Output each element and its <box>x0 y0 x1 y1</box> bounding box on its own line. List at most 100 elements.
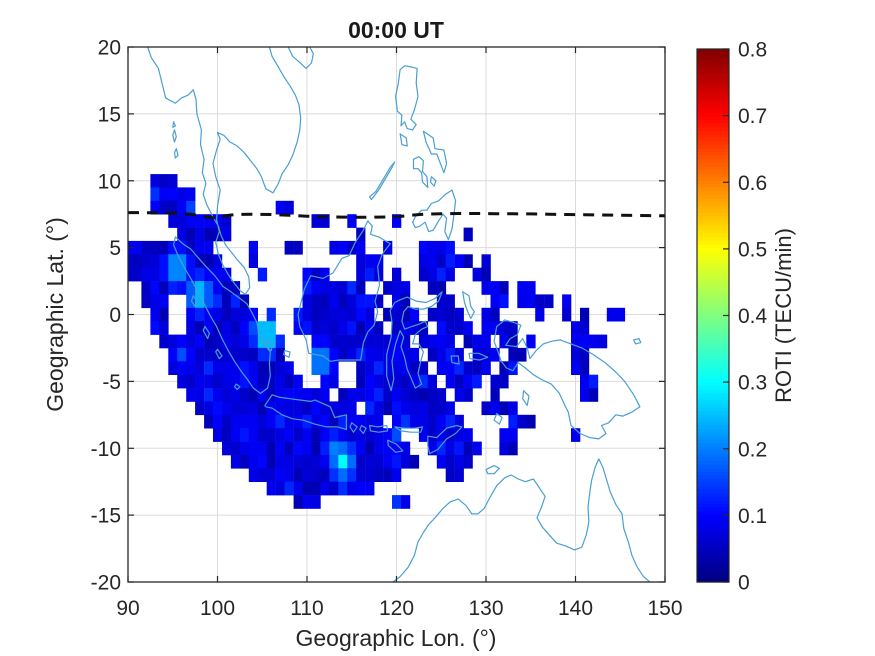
heatmap-cell <box>338 428 348 442</box>
heatmap-cell <box>338 334 348 349</box>
colorbar-tick-label: 0.7 <box>738 105 767 128</box>
colorbar-slice <box>697 230 729 235</box>
heatmap-cell <box>239 347 250 362</box>
heatmap-cell <box>150 200 160 215</box>
heatmap-cell <box>186 374 196 389</box>
colorbar-slice <box>697 414 729 420</box>
heatmap-cell <box>275 428 285 442</box>
heatmap-cell <box>257 468 268 482</box>
heatmap-cell <box>356 374 366 389</box>
coastline-path <box>429 176 437 187</box>
heatmap-cell <box>374 441 384 456</box>
coastline-path <box>493 412 503 425</box>
heatmap-cell <box>159 174 169 188</box>
heatmap-cell <box>356 414 366 429</box>
heatmap-cell <box>436 361 447 375</box>
heatmap-cell <box>427 388 437 402</box>
heatmap-cell <box>401 294 411 309</box>
heatmap-cell <box>266 441 276 456</box>
colorbar-slice <box>697 457 729 462</box>
heatmap-cell <box>427 428 437 442</box>
heatmap-cell <box>392 441 402 456</box>
colorbar-slice <box>697 553 729 558</box>
colorbar-slice <box>697 297 729 302</box>
heatmap-cell <box>490 294 500 309</box>
colorbar-slice <box>697 70 729 75</box>
heatmap-cell <box>195 294 205 309</box>
y-tick-label: 0 <box>109 304 121 327</box>
colorbar-slice <box>697 454 729 459</box>
heatmap-cell <box>383 347 393 362</box>
magnetic-dip-equator-line <box>127 211 666 220</box>
colorbar-slice <box>697 205 729 210</box>
colorbar-slice <box>697 56 729 61</box>
colorbar-slice <box>697 102 729 107</box>
colorbar-slice <box>697 525 729 530</box>
coastline-path <box>202 325 210 340</box>
heatmap-cell <box>401 347 411 362</box>
colorbar-slice <box>697 265 729 270</box>
colorbar-slice <box>697 326 729 331</box>
heatmap-cell <box>195 321 205 335</box>
heatmap-cell <box>463 334 473 349</box>
heatmap-cell <box>508 401 518 416</box>
colorbar-tick-label: 0.8 <box>738 39 767 62</box>
heatmap-cell <box>338 414 348 429</box>
heatmap-cell <box>571 334 581 349</box>
colorbar-gradient <box>697 49 729 583</box>
heatmap-cell <box>445 361 455 375</box>
heatmap-cell <box>230 374 241 389</box>
coastline-path <box>173 148 179 159</box>
heatmap-cell <box>159 294 169 309</box>
heatmap-cell <box>213 307 223 322</box>
heatmap-cell <box>481 254 491 268</box>
heatmap-cell <box>213 401 223 416</box>
heatmap-cell <box>329 454 339 469</box>
heatmap-cell <box>275 441 285 456</box>
heatmap-cell <box>257 347 268 362</box>
colorbar-slice <box>697 432 729 437</box>
heatmap-cell <box>239 361 250 375</box>
heatmap-cell <box>257 374 268 389</box>
heatmap-cell <box>320 321 330 335</box>
x-tick-label: 90 <box>116 597 139 620</box>
colorbar-slice <box>697 532 729 537</box>
heatmap-cell <box>213 267 223 282</box>
heatmap-cell <box>588 334 599 349</box>
heatmap-cell <box>320 294 330 309</box>
colorbar-tick-label: 0.6 <box>738 172 767 195</box>
heatmap-cell <box>535 307 545 322</box>
heatmap-cell <box>365 361 375 375</box>
colorbar-slice <box>697 475 729 480</box>
heatmap-cell <box>356 294 366 309</box>
heatmap-cell <box>418 401 429 416</box>
heatmap-cell <box>401 454 411 469</box>
heatmap-cell <box>275 468 285 482</box>
x-tick-label: 120 <box>379 597 414 620</box>
heatmap-cell <box>222 347 232 362</box>
heatmap-cell <box>222 374 232 389</box>
colorbar-slice <box>697 450 729 455</box>
colorbar-slice <box>697 91 729 96</box>
heatmap-cell <box>257 401 268 416</box>
heatmap-cell <box>320 454 330 469</box>
heatmap-cell <box>445 267 455 282</box>
colorbar-slice <box>697 216 729 221</box>
heatmap-cell <box>177 361 187 375</box>
heatmap-cell <box>588 374 599 389</box>
heatmap-cell <box>204 240 214 255</box>
colorbar-slice <box>697 279 729 285</box>
heatmap-cell <box>427 374 437 389</box>
colorbar-slice <box>697 361 729 366</box>
heatmap-cell <box>347 388 357 402</box>
coastline-path <box>172 129 177 143</box>
heatmap-cell <box>508 414 518 429</box>
heatmap-cell <box>257 267 268 282</box>
colorbar-slice <box>697 393 729 398</box>
heatmap-cell <box>365 441 375 456</box>
heatmap-cell <box>177 281 187 295</box>
colorbar-tick-label: 0.4 <box>738 305 768 328</box>
heatmap-cell <box>177 347 187 362</box>
colorbar-slice <box>697 212 729 217</box>
heatmap-cell <box>239 334 250 349</box>
